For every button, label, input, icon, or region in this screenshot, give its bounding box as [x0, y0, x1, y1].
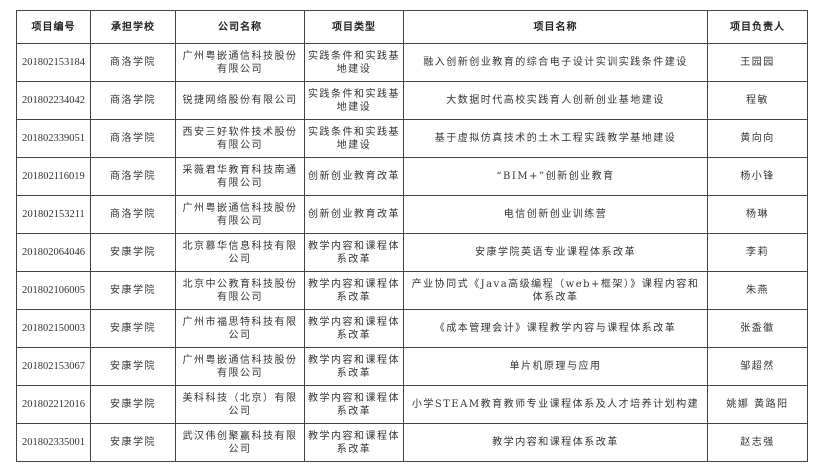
cell-project-leader: 张盉徽	[707, 309, 808, 348]
cell-project-type: 实践条件和实践基地建设	[304, 43, 404, 82]
cell-project-type: 教学内容和课程体系改革	[304, 423, 404, 462]
header-row: 项目编号 承担学校 公司名称 项目类型 项目名称 项目负责人	[16, 10, 808, 44]
table-row: 201802234042 商洛学院 锐捷网络股份有限公司 实践条件和实践基地建设 大数据…	[16, 81, 808, 120]
cell-project-id: 201802335001	[16, 423, 91, 462]
header-project-leader: 项目负责人	[707, 10, 808, 44]
cell-project-type: 教学内容和课程体系改革	[304, 309, 404, 348]
cell-project-id: 201802150003	[16, 309, 91, 348]
cell-project-name: 基于虚拟仿真技术的土木工程实践教学基地建设	[403, 119, 708, 158]
cell-company: 广州粤嵌通信科技股份有限公司	[175, 43, 305, 82]
cell-school: 商洛学院	[90, 119, 176, 158]
table-row: 201802153184 商洛学院 广州粤嵌通信科技股份有限公司 实践条件和实践基地建…	[16, 43, 808, 82]
header-company: 公司名称	[175, 10, 305, 44]
cell-project-leader: 杨琳	[707, 195, 808, 234]
header-project-name: 项目名称	[403, 10, 708, 44]
cell-project-leader: 赵志强	[707, 423, 808, 462]
cell-project-leader: 朱燕	[707, 271, 808, 310]
cell-company: 北京慕华信息科技有限公司	[175, 233, 305, 272]
cell-project-id: 201802116019	[16, 157, 91, 196]
header-school: 承担学校	[90, 10, 176, 44]
cell-company: 广州市福思特科技有限公司	[175, 309, 305, 348]
cell-school: 商洛学院	[90, 81, 176, 120]
cell-project-type: 教学内容和课程体系改革	[304, 385, 404, 424]
cell-project-name: 单片机原理与应用	[403, 347, 708, 386]
cell-project-name: 产业协同式《Java高级编程（web+框架）》课程内容和体系改革	[403, 271, 708, 310]
cell-school: 安康学院	[90, 385, 176, 424]
cell-project-type: 教学内容和课程体系改革	[304, 233, 404, 272]
cell-school: 安康学院	[90, 233, 176, 272]
cell-project-name: 小学STEAM教育教师专业课程体系及人才培养计划构建	[403, 385, 708, 424]
table-row: 201802153067 安康学院 广州粤嵌通信科技股份有限公司 教学内容和课程体系改…	[16, 347, 808, 386]
cell-project-id: 201802064046	[16, 233, 91, 272]
cell-project-name: 《成本管理会计》课程教学内容与课程体系改革	[403, 309, 708, 348]
cell-project-id: 201802234042	[16, 81, 91, 120]
cell-company: 北京中公教育科技股份有限公司	[175, 271, 305, 310]
table-row: 201802335001 安康学院 武汉伟创聚赢科技有限公司 教学内容和课程体系改革教…	[16, 423, 808, 462]
cell-school: 商洛学院	[90, 195, 176, 234]
cell-company: 广州粤嵌通信科技股份有限公司	[175, 347, 305, 386]
cell-project-id: 201802106005	[16, 271, 91, 310]
cell-project-type: 创新创业教育改革	[304, 195, 404, 234]
cell-project-type: 创新创业教育改革	[304, 157, 404, 196]
cell-project-leader: 姚娜 黄路阳	[707, 385, 808, 424]
cell-project-id: 201802153211	[16, 195, 91, 234]
cell-company: 武汉伟创聚赢科技有限公司	[175, 423, 305, 462]
cell-project-leader: 黄向向	[707, 119, 808, 158]
cell-project-id: 201802212016	[16, 385, 91, 424]
cell-project-name: 教学内容和课程体系改革	[403, 423, 708, 462]
table-row: 201802212016 安康学院 美科科技（北京）有限公司 教学内容和课程体系改革小…	[16, 385, 808, 424]
projects-table: 项目编号 承担学校 公司名称 项目类型 项目名称 项目负责人 201802153184 商洛…	[16, 10, 808, 462]
cell-school: 安康学院	[90, 347, 176, 386]
cell-project-leader: 杨小锋	[707, 157, 808, 196]
cell-project-id: 201802339051	[16, 119, 91, 158]
cell-school: 安康学院	[90, 309, 176, 348]
cell-school: 安康学院	[90, 271, 176, 310]
cell-project-type: 实践条件和实践基地建设	[304, 119, 404, 158]
cell-project-type: 教学内容和课程体系改革	[304, 271, 404, 310]
cell-school: 商洛学院	[90, 43, 176, 82]
table-row: 201802339051 商洛学院 西安三好软件技术股份有限公司 实践条件和实践基地建…	[16, 119, 808, 158]
cell-project-name: 电信创新创业训练营	[403, 195, 708, 234]
cell-project-name: 大数据时代高校实践育人创新创业基地建设	[403, 81, 708, 120]
header-project-type: 项目类型	[304, 10, 404, 44]
table-row: 201802150003 安康学院 广州市福思特科技有限公司 教学内容和课程体系改革《…	[16, 309, 808, 348]
cell-company: 广州粤嵌通信科技股份有限公司	[175, 195, 305, 234]
table-row: 201802064046 安康学院 北京慕华信息科技有限公司 教学内容和课程体系改革安…	[16, 233, 808, 272]
table-row: 201802116019 商洛学院 采薇君华教育科技南通有限公司 创新创业教育改革 “B…	[16, 157, 808, 196]
cell-project-id: 201802153184	[16, 43, 91, 82]
cell-company: 采薇君华教育科技南通有限公司	[175, 157, 305, 196]
cell-project-leader: 李莉	[707, 233, 808, 272]
header-project-id: 项目编号	[16, 10, 91, 44]
cell-company: 西安三好软件技术股份有限公司	[175, 119, 305, 158]
cell-project-name: “BIM+”创新创业教育	[403, 157, 708, 196]
cell-project-leader: 王园园	[707, 43, 808, 82]
cell-school: 商洛学院	[90, 157, 176, 196]
cell-project-id: 201802153067	[16, 347, 91, 386]
table-row: 201802153211 商洛学院 广州粤嵌通信科技股份有限公司 创新创业教育改革 电信…	[16, 195, 808, 234]
cell-project-type: 教学内容和课程体系改革	[304, 347, 404, 386]
cell-project-leader: 程敏	[707, 81, 808, 120]
cell-company: 美科科技（北京）有限公司	[175, 385, 305, 424]
cell-project-name: 融入创新创业教育的综合电子设计实训实践条件建设	[403, 43, 708, 82]
table-row: 201802106005 安康学院 北京中公教育科技股份有限公司 教学内容和课程体系改…	[16, 271, 808, 310]
cell-project-type: 实践条件和实践基地建设	[304, 81, 404, 120]
cell-project-name: 安康学院英语专业课程体系改革	[403, 233, 708, 272]
cell-project-leader: 邹超然	[707, 347, 808, 386]
cell-company: 锐捷网络股份有限公司	[175, 81, 305, 120]
cell-school: 安康学院	[90, 423, 176, 462]
